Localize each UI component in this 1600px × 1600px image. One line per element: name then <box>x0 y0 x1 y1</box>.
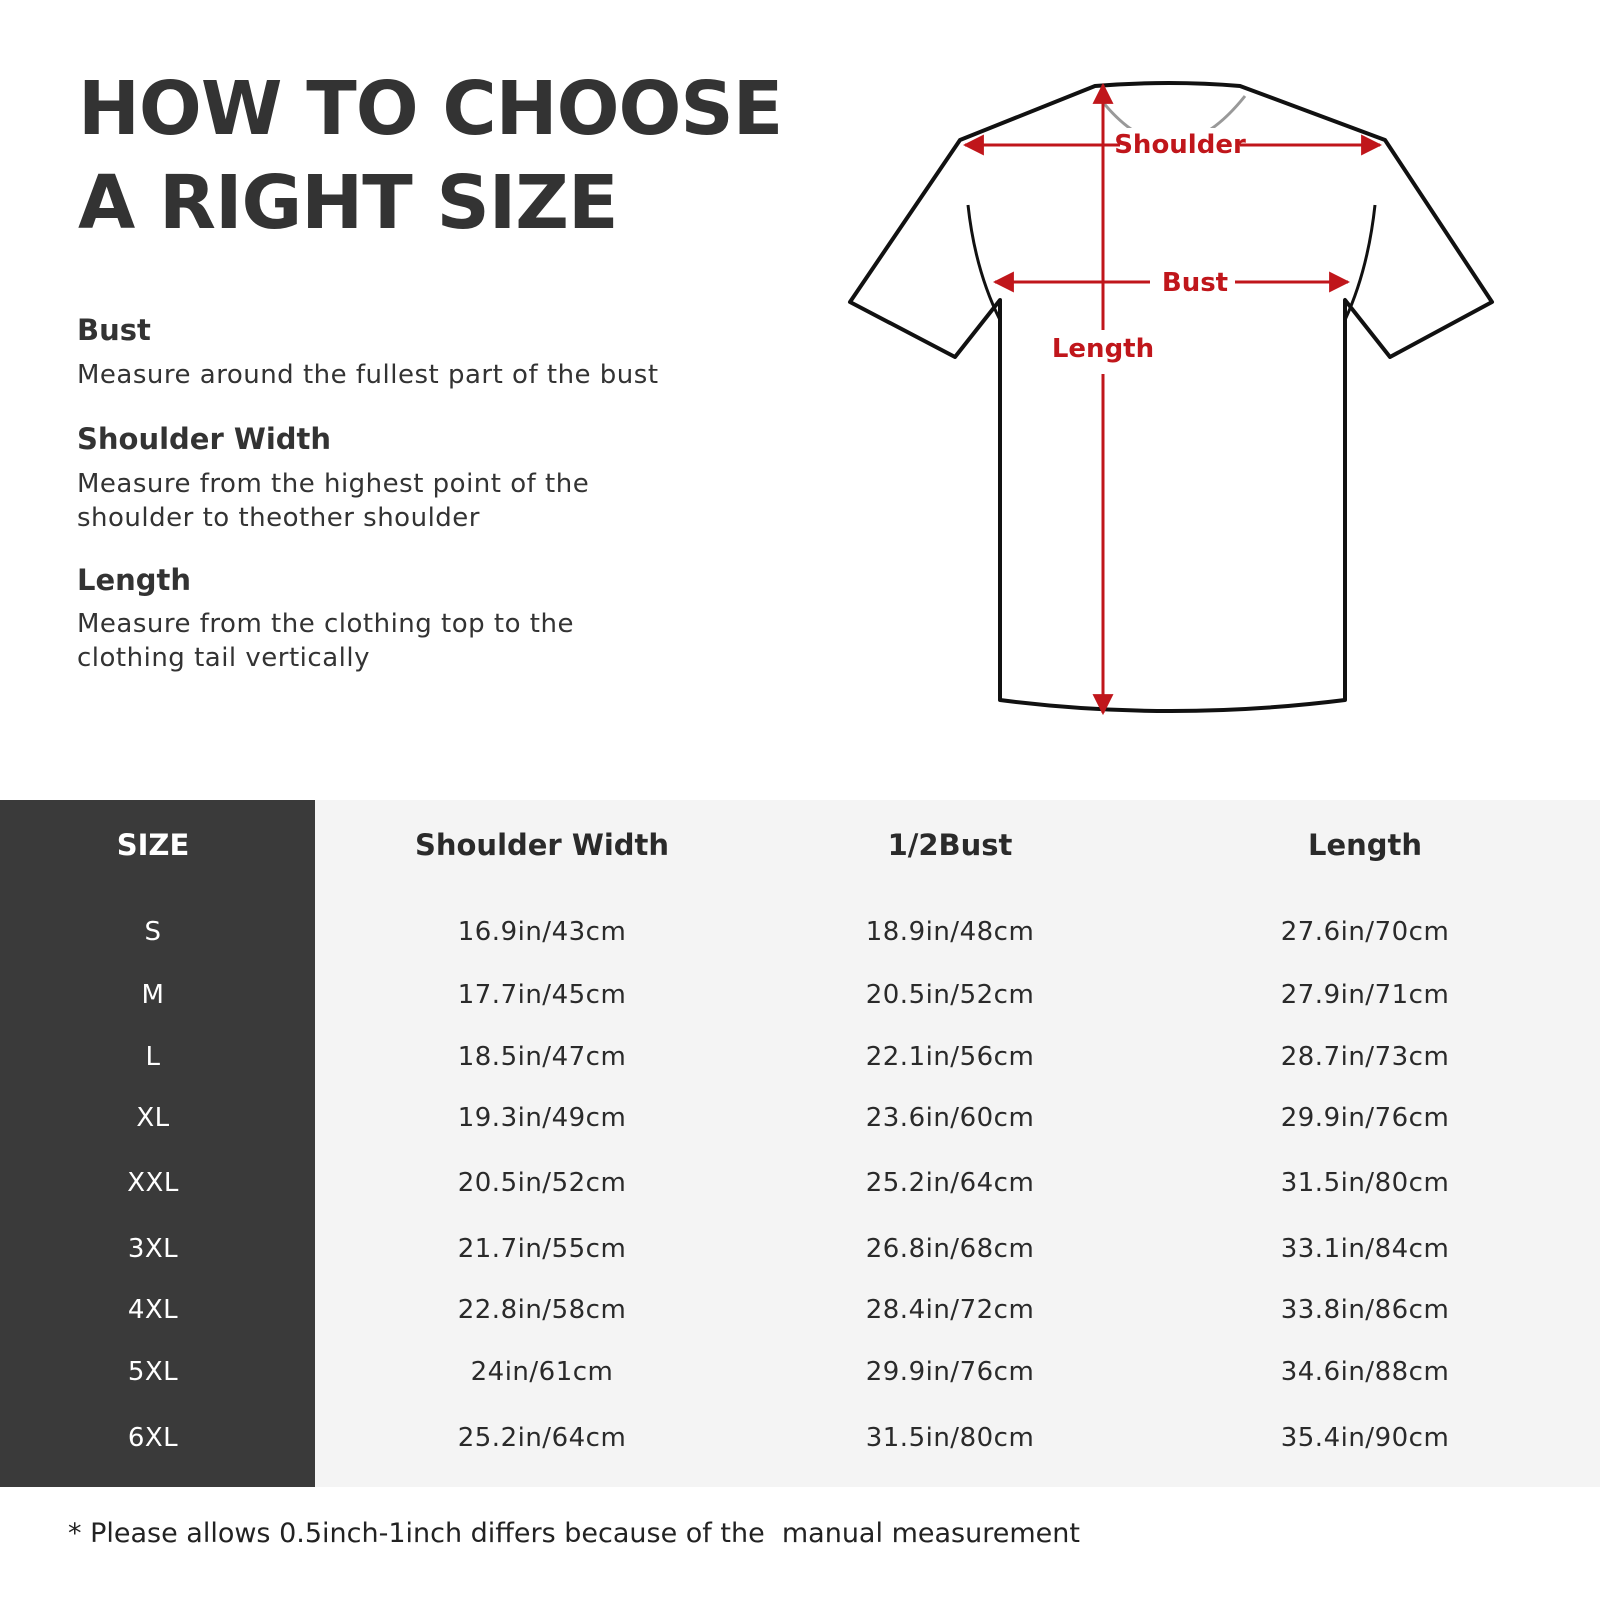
measure-cell: 18.9in/48cm <box>865 917 1035 947</box>
size-cell: M <box>141 980 165 1010</box>
measure-cell: 27.6in/70cm <box>1280 917 1450 947</box>
measure-cell: 28.4in/72cm <box>865 1295 1035 1325</box>
measure-cell: 22.8in/58cm <box>457 1295 627 1325</box>
size-cell: XL <box>136 1103 170 1133</box>
measure-cell: 29.9in/76cm <box>865 1357 1035 1387</box>
size-cell: 3XL <box>127 1234 179 1264</box>
measure-cell: 25.2in/64cm <box>865 1168 1035 1198</box>
measure-cell: 22.1in/56cm <box>865 1042 1035 1072</box>
shoulder-label: Shoulder <box>1114 130 1246 160</box>
bust-label: Bust <box>1162 268 1228 298</box>
length-label: Length <box>1052 334 1154 364</box>
measure-cell: 34.6in/88cm <box>1280 1357 1450 1387</box>
measure-cell: 29.9in/76cm <box>1280 1103 1450 1133</box>
armhole <box>966 204 1377 321</box>
footnote: * Please allows 0.5inch-1inch differs be… <box>68 1518 1080 1549</box>
guide-description: Measure from the clothing top to the <box>77 609 574 639</box>
measure-cell: 33.8in/86cm <box>1280 1295 1450 1325</box>
guide-term: Length <box>77 563 192 597</box>
guide-term: Shoulder Width <box>77 422 332 456</box>
guide-description: clothing tail vertically <box>77 643 370 673</box>
measure-cell: 21.7in/55cm <box>457 1234 627 1264</box>
label-bg <box>1150 265 1235 299</box>
size-cell: XXL <box>127 1168 179 1198</box>
size-cell: 4XL <box>127 1295 179 1325</box>
measure-cell: 31.5in/80cm <box>1280 1168 1450 1198</box>
title-line: A RIGHT SIZE <box>78 160 618 246</box>
size-table: SIZE Shoulder Width 1/2Bust Length S 16.9in/4… <box>0 800 1600 1487</box>
tshirt-outline <box>848 81 1494 713</box>
tshirt-diagram: Shoulder Bust Length <box>848 81 1494 716</box>
measure-cell: 31.5in/80cm <box>865 1423 1035 1453</box>
guide-description: shoulder to theother shoulder <box>77 503 480 533</box>
label-bg <box>1120 128 1240 160</box>
guide-description: Measure from the highest point of the <box>77 469 590 499</box>
measure-cell: 20.5in/52cm <box>865 980 1035 1010</box>
measure-cell: 18.5in/47cm <box>457 1042 627 1072</box>
measure-cell: 27.9in/71cm <box>1280 980 1450 1010</box>
size-cell: 5XL <box>127 1357 179 1387</box>
measure-cell: 35.4in/90cm <box>1280 1423 1450 1453</box>
label-bg <box>1050 330 1160 374</box>
measure-cell: 17.7in/45cm <box>457 980 627 1010</box>
column-header: Shoulder Width <box>414 828 670 862</box>
measure-cell: 25.2in/64cm <box>457 1423 627 1453</box>
measure-cell: 19.3in/49cm <box>457 1103 627 1133</box>
guide-term: Bust <box>77 313 151 347</box>
measure-cell: 23.6in/60cm <box>865 1103 1035 1133</box>
guide-description: Measure around the fullest part of the b… <box>77 360 659 390</box>
measure-cell: 20.5in/52cm <box>457 1168 627 1198</box>
title-line: HOW TO CHOOSE <box>78 66 783 152</box>
column-header: SIZE <box>116 828 190 862</box>
measure-cell: 16.9in/43cm <box>457 917 627 947</box>
column-header: Length <box>1307 828 1423 862</box>
measure-cell: 24in/61cm <box>470 1357 614 1387</box>
measure-cell: 33.1in/84cm <box>1280 1234 1450 1264</box>
size-cell: L <box>145 1042 161 1072</box>
measure-cell: 26.8in/68cm <box>865 1234 1035 1264</box>
size-cell: S <box>144 917 162 947</box>
size-cell: 6XL <box>127 1423 179 1453</box>
size-column <box>0 800 315 1487</box>
column-header: 1/2Bust <box>887 828 1013 862</box>
measure-cell: 28.7in/73cm <box>1280 1042 1450 1072</box>
